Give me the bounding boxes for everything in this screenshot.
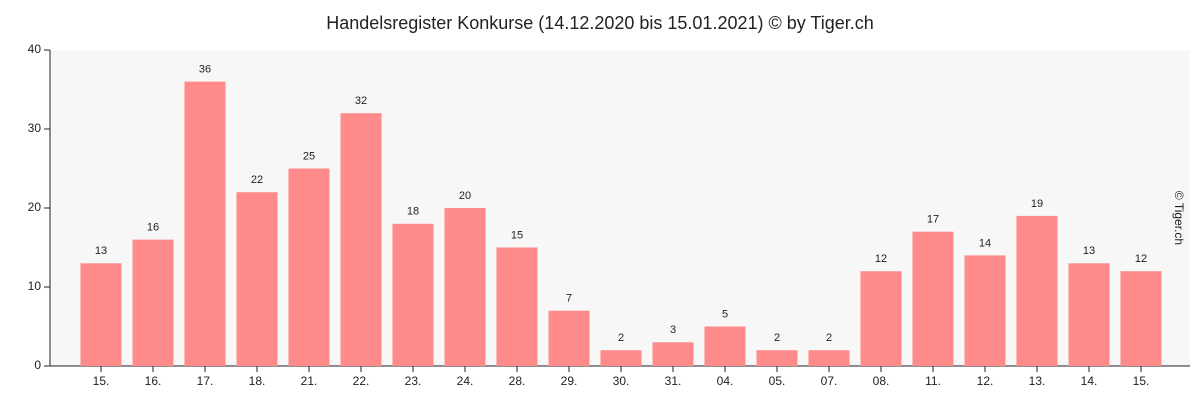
x-tick-label: 30. (613, 374, 630, 388)
x-tick-label: 16. (145, 374, 162, 388)
x-tick-label: 23. (405, 374, 422, 388)
x-tick-label: 07. (821, 374, 838, 388)
bar (808, 350, 850, 366)
value-label: 14 (979, 237, 991, 249)
value-label: 16 (147, 222, 159, 234)
value-label: 22 (251, 174, 263, 186)
x-tick-label: 04. (717, 374, 734, 388)
bar (548, 310, 590, 366)
bar (704, 326, 746, 366)
bar (184, 81, 226, 366)
value-label: 2 (618, 332, 624, 344)
x-tick-label: 14. (1081, 374, 1098, 388)
bar (340, 113, 382, 366)
chart-title: Handelsregister Konkurse (14.12.2020 bis… (326, 13, 874, 33)
bar (912, 231, 954, 366)
bar (652, 342, 694, 366)
bar (132, 239, 174, 366)
y-tick-label: 10 (28, 279, 42, 293)
x-tick-label: 08. (873, 374, 890, 388)
watermark: © Tiger.ch (1172, 191, 1186, 245)
x-tick-label: 29. (561, 374, 578, 388)
value-label: 12 (1135, 253, 1147, 265)
bar (964, 255, 1006, 366)
x-tick-label: 24. (457, 374, 474, 388)
value-label: 36 (199, 64, 211, 76)
value-label: 19 (1031, 198, 1043, 210)
bar (860, 271, 902, 366)
x-tick-label: 18. (249, 374, 266, 388)
x-tick-label: 15. (93, 374, 110, 388)
x-tick-label: 15. (1133, 374, 1150, 388)
value-label: 18 (407, 206, 419, 218)
x-tick-label: 13. (1029, 374, 1046, 388)
value-label: 2 (774, 332, 780, 344)
value-label: 13 (1083, 245, 1095, 257)
bar (1016, 215, 1058, 366)
value-label: 17 (927, 214, 939, 226)
bar (756, 350, 798, 366)
bar (236, 192, 278, 366)
value-label: 3 (670, 324, 676, 336)
value-label: 2 (826, 332, 832, 344)
value-label: 32 (355, 95, 367, 107)
y-tick-label: 30 (28, 121, 42, 135)
value-label: 12 (875, 253, 887, 265)
value-label: 20 (459, 190, 471, 202)
y-tick-label: 0 (34, 358, 41, 372)
x-tick-label: 05. (769, 374, 786, 388)
x-tick-label: 28. (509, 374, 526, 388)
bar (444, 208, 486, 366)
value-label: 13 (95, 245, 107, 257)
bar (80, 263, 122, 366)
x-tick-label: 11. (925, 374, 941, 388)
y-tick-label: 20 (28, 200, 42, 214)
bar (288, 168, 330, 366)
y-tick-label: 40 (28, 42, 42, 56)
value-label: 15 (511, 229, 523, 241)
bar (1120, 271, 1162, 366)
x-tick-label: 22. (353, 374, 370, 388)
x-tick-label: 12. (977, 374, 994, 388)
x-tick-label: 31. (665, 374, 682, 388)
value-label: 7 (566, 293, 572, 305)
value-label: 25 (303, 150, 315, 162)
x-tick-label: 17. (197, 374, 214, 388)
bar (496, 247, 538, 366)
bar (600, 350, 642, 366)
bar (392, 223, 434, 366)
bar (1068, 263, 1110, 366)
value-label: 5 (722, 308, 728, 320)
x-tick-label: 21. (301, 374, 318, 388)
